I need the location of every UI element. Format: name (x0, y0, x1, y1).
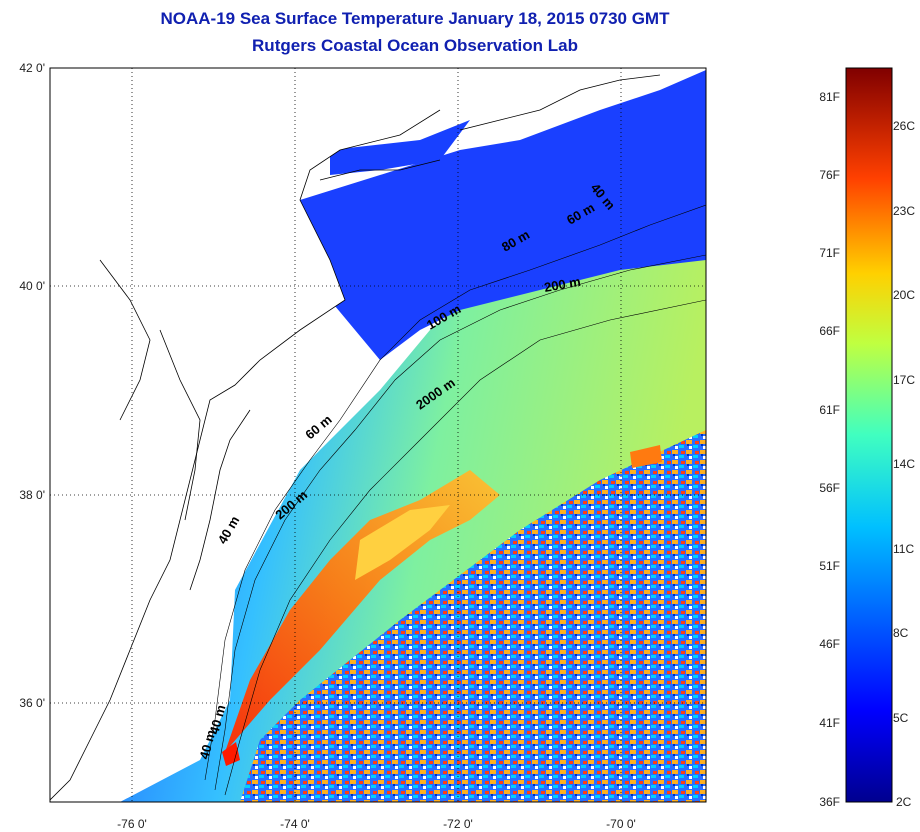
colorbar-f-label: 56F (819, 481, 840, 495)
colorbar-c-label: 2C (896, 795, 912, 809)
lon-tick-label: -72 0' (443, 817, 473, 831)
colorbar-c-label: 14C (893, 457, 915, 471)
lon-tick-label: -74 0' (280, 817, 310, 831)
lon-tick-label: -76 0' (117, 817, 147, 831)
isobath-label: 40 m (196, 728, 218, 761)
isobath-lines (204, 204, 706, 796)
lat-axis: 42 0' 40 0' 38 0' 36 0' (19, 61, 45, 710)
colorbar-celsius-ticks: 2C 5C 8C 11C 14C 17C 20C 23C 26C (893, 119, 915, 809)
lon-tick-label: -70 0' (606, 817, 636, 831)
colorbar-fahrenheit-ticks: 36F 41F 46F 51F 56F 61F 66F 71F 76F 81F (819, 90, 840, 809)
colorbar-f-label: 66F (819, 324, 840, 338)
colorbar: 36F 41F 46F 51F 56F 61F 66F 71F 76F 81F … (819, 67, 915, 809)
colorbar-c-label: 17C (893, 373, 915, 387)
map-title: NOAA-19 Sea Surface Temperature January … (160, 9, 670, 28)
colorbar-c-label: 5C (893, 711, 909, 725)
graticule (50, 68, 706, 802)
colorbar-f-label: 51F (819, 559, 840, 573)
map-frame (49, 67, 707, 803)
map-subtitle: Rutgers Coastal Ocean Observation Lab (252, 36, 578, 55)
colorbar-c-label: 11C (893, 542, 914, 556)
lon-axis: -76 0' -74 0' -72 0' -70 0' (117, 817, 636, 831)
colorbar-gradient (845, 67, 893, 803)
isobath-label: 40 m (206, 703, 228, 736)
colorbar-f-label: 81F (819, 90, 840, 104)
colorbar-f-label: 71F (819, 246, 840, 260)
sst-image (50, 68, 706, 802)
lat-tick-label: 36 0' (19, 696, 45, 710)
colorbar-c-label: 8C (893, 626, 909, 640)
colorbar-f-label: 61F (819, 403, 840, 417)
colorbar-c-label: 23C (893, 204, 915, 218)
colorbar-f-label: 46F (819, 637, 840, 651)
colorbar-f-label: 76F (819, 168, 840, 182)
colorbar-c-label: 26C (893, 119, 915, 133)
lat-tick-label: 38 0' (19, 488, 45, 502)
lat-tick-label: 40 0' (19, 279, 45, 293)
coastline (50, 74, 661, 801)
colorbar-f-label: 41F (819, 716, 840, 730)
colorbar-f-label: 36F (819, 795, 840, 809)
isobath-label: 200 m (543, 274, 582, 295)
colorbar-c-label: 20C (893, 288, 915, 302)
lat-tick-label: 42 0' (19, 61, 45, 75)
